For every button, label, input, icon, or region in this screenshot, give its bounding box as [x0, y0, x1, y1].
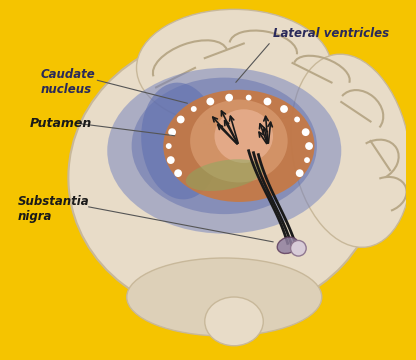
Ellipse shape — [141, 82, 220, 199]
Ellipse shape — [68, 33, 380, 317]
Ellipse shape — [163, 90, 314, 202]
Text: Putamen: Putamen — [29, 117, 92, 130]
Circle shape — [264, 98, 271, 105]
Ellipse shape — [190, 100, 287, 183]
Circle shape — [225, 94, 233, 102]
Circle shape — [294, 117, 300, 122]
Ellipse shape — [291, 54, 411, 247]
Circle shape — [191, 106, 197, 112]
Circle shape — [174, 169, 182, 177]
Circle shape — [302, 128, 310, 136]
Ellipse shape — [277, 237, 298, 253]
Text: Substantia
nigra: Substantia nigra — [17, 195, 89, 222]
Ellipse shape — [186, 159, 263, 191]
Circle shape — [305, 142, 313, 150]
Ellipse shape — [205, 297, 263, 346]
Ellipse shape — [127, 258, 322, 336]
Circle shape — [166, 143, 172, 149]
Circle shape — [280, 105, 288, 113]
Circle shape — [177, 116, 185, 123]
Text: Caudate
nucleus: Caudate nucleus — [41, 68, 96, 96]
Ellipse shape — [107, 68, 341, 234]
Circle shape — [296, 169, 304, 177]
Circle shape — [168, 128, 176, 136]
Circle shape — [290, 240, 306, 256]
Ellipse shape — [136, 9, 332, 126]
Ellipse shape — [215, 109, 273, 163]
Text: Lateral ventricles: Lateral ventricles — [273, 27, 389, 40]
Ellipse shape — [131, 78, 317, 214]
Circle shape — [246, 95, 252, 100]
Circle shape — [167, 156, 175, 164]
Circle shape — [304, 157, 310, 163]
Circle shape — [206, 98, 214, 105]
